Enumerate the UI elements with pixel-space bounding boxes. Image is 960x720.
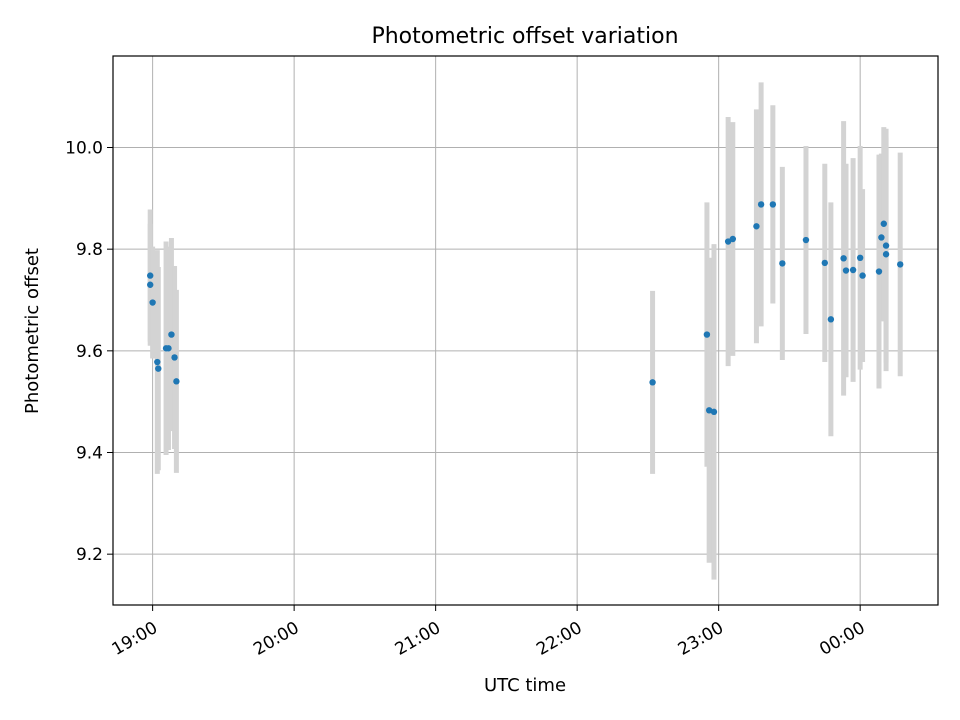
x-tick-label: 22:00 [533, 618, 585, 660]
data-point [849, 266, 857, 274]
data-point [649, 379, 656, 386]
data-point [147, 272, 154, 279]
y-tick-label: 9.2 [76, 545, 103, 565]
data-point [154, 358, 161, 366]
point-layer [147, 201, 904, 416]
y-tick-label: 9.4 [76, 444, 103, 464]
x-tick-label: 23:00 [675, 618, 727, 660]
data-point [859, 272, 866, 279]
data-point [840, 255, 847, 262]
y-ticks: 9.2 9.4 9.6 9.8 10.0 [65, 139, 113, 565]
data-point [880, 220, 888, 227]
data-point [705, 407, 713, 414]
data-point [882, 251, 890, 258]
data-point [173, 378, 180, 385]
data-point [769, 201, 777, 208]
data-point [779, 260, 786, 267]
x-tick-label: 21:00 [392, 618, 444, 660]
data-point [703, 331, 711, 338]
data-point [147, 281, 154, 288]
data-point [827, 316, 835, 323]
data-point [856, 254, 864, 262]
chart-title: Photometric offset variation [371, 24, 678, 49]
data-point [710, 408, 718, 416]
data-point [168, 331, 175, 338]
data-point [753, 223, 760, 230]
data-point [878, 234, 885, 241]
data-point [155, 365, 162, 372]
data-point [821, 259, 828, 267]
y-axis-label: Photometric offset [22, 248, 43, 414]
x-ticks: 19:00 20:00 21:00 22:00 23:00 00:00 [109, 605, 869, 660]
data-point [171, 354, 178, 361]
data-point [842, 267, 850, 274]
data-point [875, 268, 883, 275]
x-tick-label: 20:00 [250, 618, 302, 660]
errorbar-layer [147, 82, 903, 580]
grid-layer [113, 56, 938, 605]
data-point [757, 201, 765, 208]
x-axis-label: UTC time [484, 675, 566, 696]
data-point [165, 345, 172, 352]
x-tick-label: 00:00 [816, 618, 868, 660]
data-point [897, 261, 904, 268]
y-tick-label: 9.8 [76, 240, 103, 260]
y-tick-label: 10.0 [65, 139, 103, 159]
data-point [729, 235, 737, 243]
y-tick-label: 9.6 [76, 342, 103, 362]
data-point [724, 238, 732, 245]
data-point [802, 236, 810, 244]
plot-frame [112, 55, 939, 606]
x-tick-label: 19:00 [109, 618, 161, 660]
data-point [149, 299, 156, 306]
data-point [882, 242, 890, 249]
